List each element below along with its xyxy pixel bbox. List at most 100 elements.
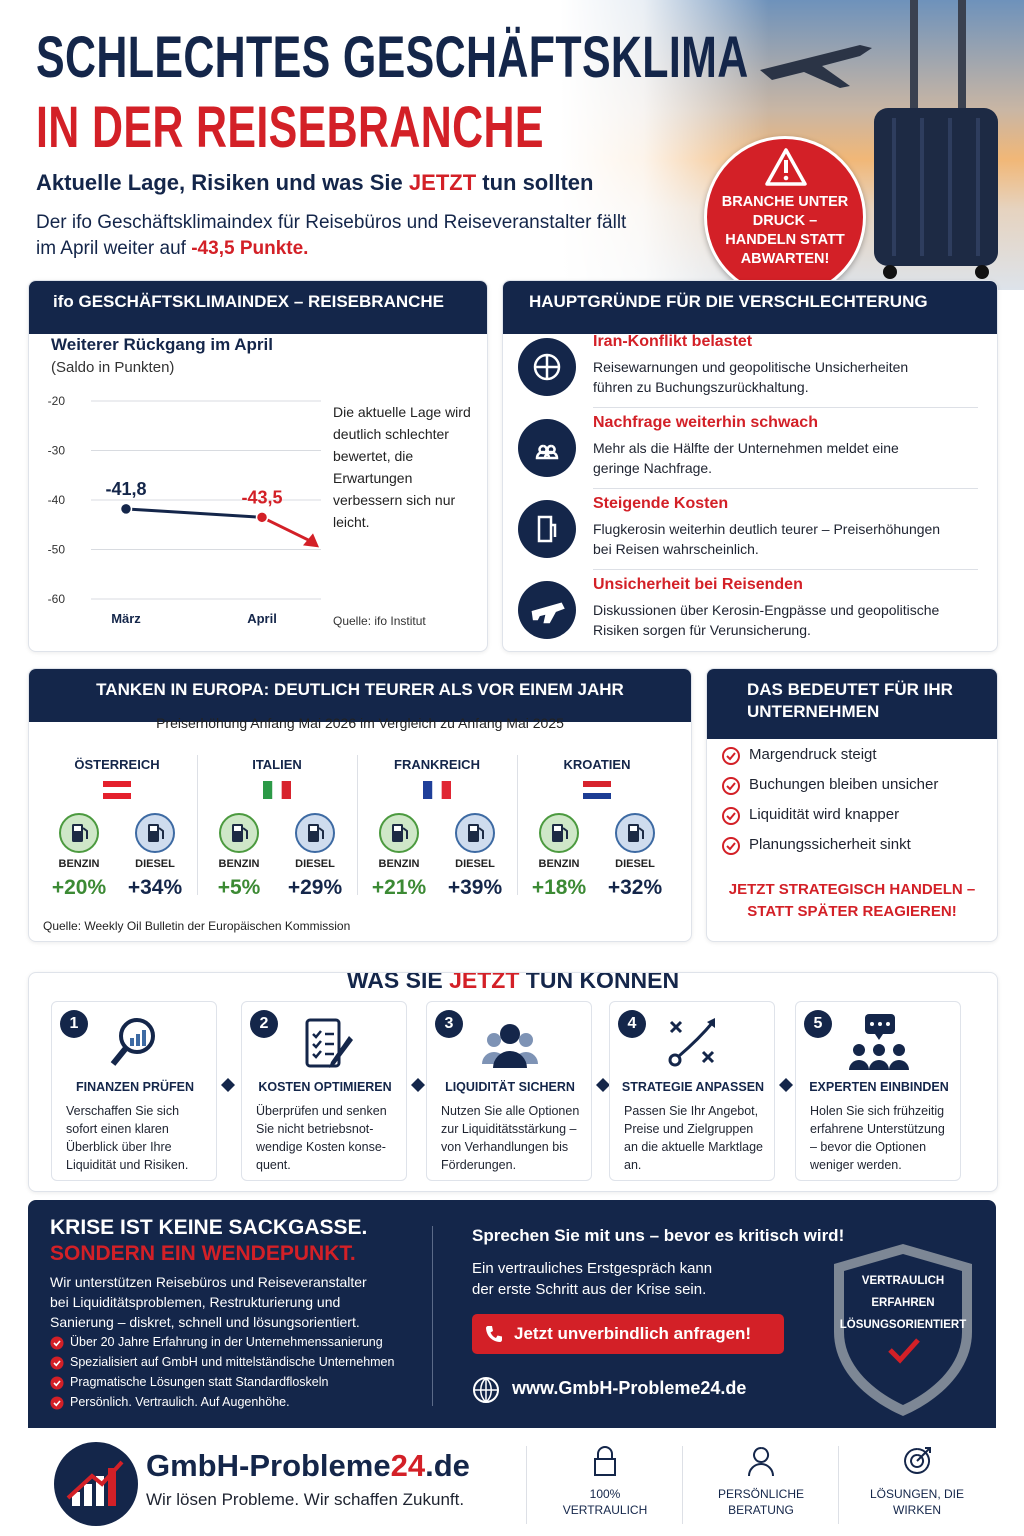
head [500,1024,520,1044]
shield-label: ERFAHREN [871,1297,934,1309]
trend-arrow [261,515,312,543]
check-icon [722,747,740,765]
brand-name: GmbH-Probleme24.de [146,1448,470,1484]
logo-arrow [66,1460,124,1500]
dot [870,1022,874,1026]
phone [486,1326,502,1342]
reason-icon [518,581,576,639]
button-label: Jetzt unverbindlich anfragen! [514,1324,752,1343]
airplane [760,45,872,88]
step-number: 2 [250,1010,278,1038]
mark [784,160,788,173]
fuel-icon [59,813,99,853]
triangle [765,148,807,186]
step-card: 1 FINANZEN PRÜFEN Verschaffen Sie sich sof… [51,1001,217,1181]
shield-label: VERTRAULICH [862,1275,944,1287]
connector [221,1078,235,1092]
warning-badge: BRANCHE UNTER DRUCK – HANDELN STATT ABWA… [704,136,866,298]
check-circle [722,747,740,765]
contact-button[interactable]: Jetzt unverbindlich anfragen! [472,1314,784,1354]
feature-label: PERSÖNLICHE BERATUNG [717,1487,805,1517]
logo-bar [96,1476,104,1506]
bullet-check [50,1396,64,1410]
actions-panel: WAS SIE JETZT TUN KÖNNEN 1 FINANZEN PRÜFEN… [28,972,998,1192]
brand-part: .de [425,1448,470,1483]
pump-window [554,826,561,831]
data-point [255,511,269,524]
reasons-panel: HAUPTGRÜNDE FÜR DIE VERSCHLECHTERUNG Iran… [502,280,998,652]
step-icon [110,1018,155,1066]
chart-title: Weiterer Rückgang im April [51,335,273,354]
cta-bullet: Pragmatische Lösungen statt Standardflos… [70,1375,329,1389]
intro: Der ifo Geschäftsklimaindex für Reisebür… [36,210,636,262]
check-circle [50,1376,64,1390]
fuel-change: +20% [51,876,107,899]
flag-stripe [583,781,611,787]
flag-stripe [432,781,442,799]
logo-bar [84,1484,92,1506]
contact-title: Sprechen Sie mit uns – bevor es kritisch… [472,1226,845,1245]
website-link[interactable]: www.GmbH-Probleme24.de [512,1378,747,1398]
cta-bullet: Spezialisiert auf GmbH und mittelständis… [70,1355,395,1369]
connector [596,1078,610,1092]
country-name: ÖSTERREICH [74,757,160,772]
divider [593,407,978,408]
y-tick-label: -50 [48,543,66,557]
index-panel: ifo GESCHÄFTSKLIMAINDEX – REISEBRANCHE We… [28,280,488,652]
pump-hose [562,827,568,839]
flag-stripe [281,781,291,799]
column-divider [357,755,358,895]
step-icon [849,1014,909,1070]
meaning-call: JETZT STRATEGISCH HANDELN – STATT SPÄTER… [728,881,976,920]
step-title: FINANZEN PRÜFEN [75,1080,195,1094]
fuel-label: DIESEL [135,858,175,870]
meaning-item: Margendruck steigt [749,746,877,763]
pump-window [310,826,317,831]
icon-circle [518,500,576,558]
pump-window [470,826,477,831]
trend-arrowhead [303,533,319,548]
fuel-change: +18% [531,876,587,899]
check [726,812,736,821]
step-title: KOSTEN OPTIMIEREN [258,1080,392,1094]
title-part: TUN KÖNNEN [519,972,680,993]
pump-window [150,826,157,831]
phone-icon [486,1326,502,1342]
step-icon [305,1018,353,1068]
x-tick-label: April [247,611,277,626]
flag-stripe [583,787,611,793]
logo [54,1442,138,1526]
fuel-icon [615,813,655,853]
reason-icon [518,338,576,396]
bubble-tail [875,1034,883,1040]
warning-icon [765,148,807,186]
cta-bullet: Über 20 Jahre Erfahrung in der Unternehm… [70,1335,383,1349]
wheel [975,265,989,279]
o-mark [668,1053,682,1067]
y-tick-label: -20 [48,394,66,408]
panel-header: TANKEN IN EUROPA: DEUTLICH TEURER ALS VO… [29,669,691,722]
pump-hose [242,827,248,839]
fuel-icon [539,813,579,853]
panel-header: HAUPTGRÜNDE FÜR DIE VERSCHLECHTERUNG [503,281,997,334]
reason-icon [518,419,576,477]
step-icon [482,1024,538,1068]
check-circle [50,1356,64,1370]
pump-hose [158,827,164,839]
subtitle-part: JETZT [408,170,477,195]
feature-divider [682,1446,683,1524]
head [873,1044,885,1056]
column-divider [517,755,518,895]
feature-glyph [748,1447,774,1477]
check-row [312,1030,334,1039]
fuel-label: BENZIN [538,858,580,870]
dot [886,1022,890,1026]
step-title: LIQUIDITÄT SICHERN [445,1080,575,1094]
fuel-change: +34% [127,876,183,899]
check-circle [722,777,740,795]
fuel-label: DIESEL [295,858,335,870]
divider [593,569,978,570]
title-line-1: SCHLECHTES GESCHÄFTSKLIMA [36,25,749,90]
divider [593,488,978,489]
